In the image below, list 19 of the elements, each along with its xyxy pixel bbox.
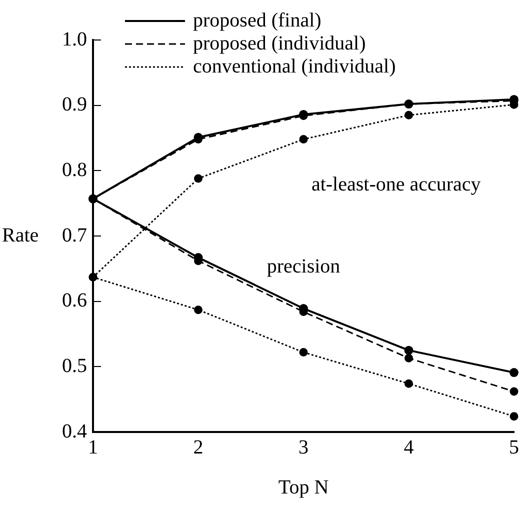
x-tick-label: 4 xyxy=(404,436,414,458)
annotation: precision xyxy=(266,256,340,278)
x-axis-title: Top N xyxy=(278,476,329,498)
y-tick-label: 0.7 xyxy=(62,224,87,246)
legend-label: proposed (individual) xyxy=(193,32,366,54)
y-tick-label: 0.5 xyxy=(62,354,87,377)
x-tick-label: 3 xyxy=(298,436,308,458)
y-tick-label: 0.6 xyxy=(62,290,87,312)
y-tick-label: 0.4 xyxy=(62,420,87,442)
y-axis-title: Rate xyxy=(2,224,39,246)
x-tick-label: 2 xyxy=(193,436,204,458)
y-tick-label: 1.0 xyxy=(62,28,87,50)
annotation: at-least-one accuracy xyxy=(311,173,481,196)
legend-label: conventional (individual) xyxy=(193,55,396,78)
y-tick-label: 0.8 xyxy=(62,158,87,181)
legend-label: proposed (final) xyxy=(193,9,322,32)
x-tick-label: 1 xyxy=(88,436,98,458)
x-tick-label: 5 xyxy=(509,436,519,458)
y-tick-label: 0.9 xyxy=(62,94,87,116)
